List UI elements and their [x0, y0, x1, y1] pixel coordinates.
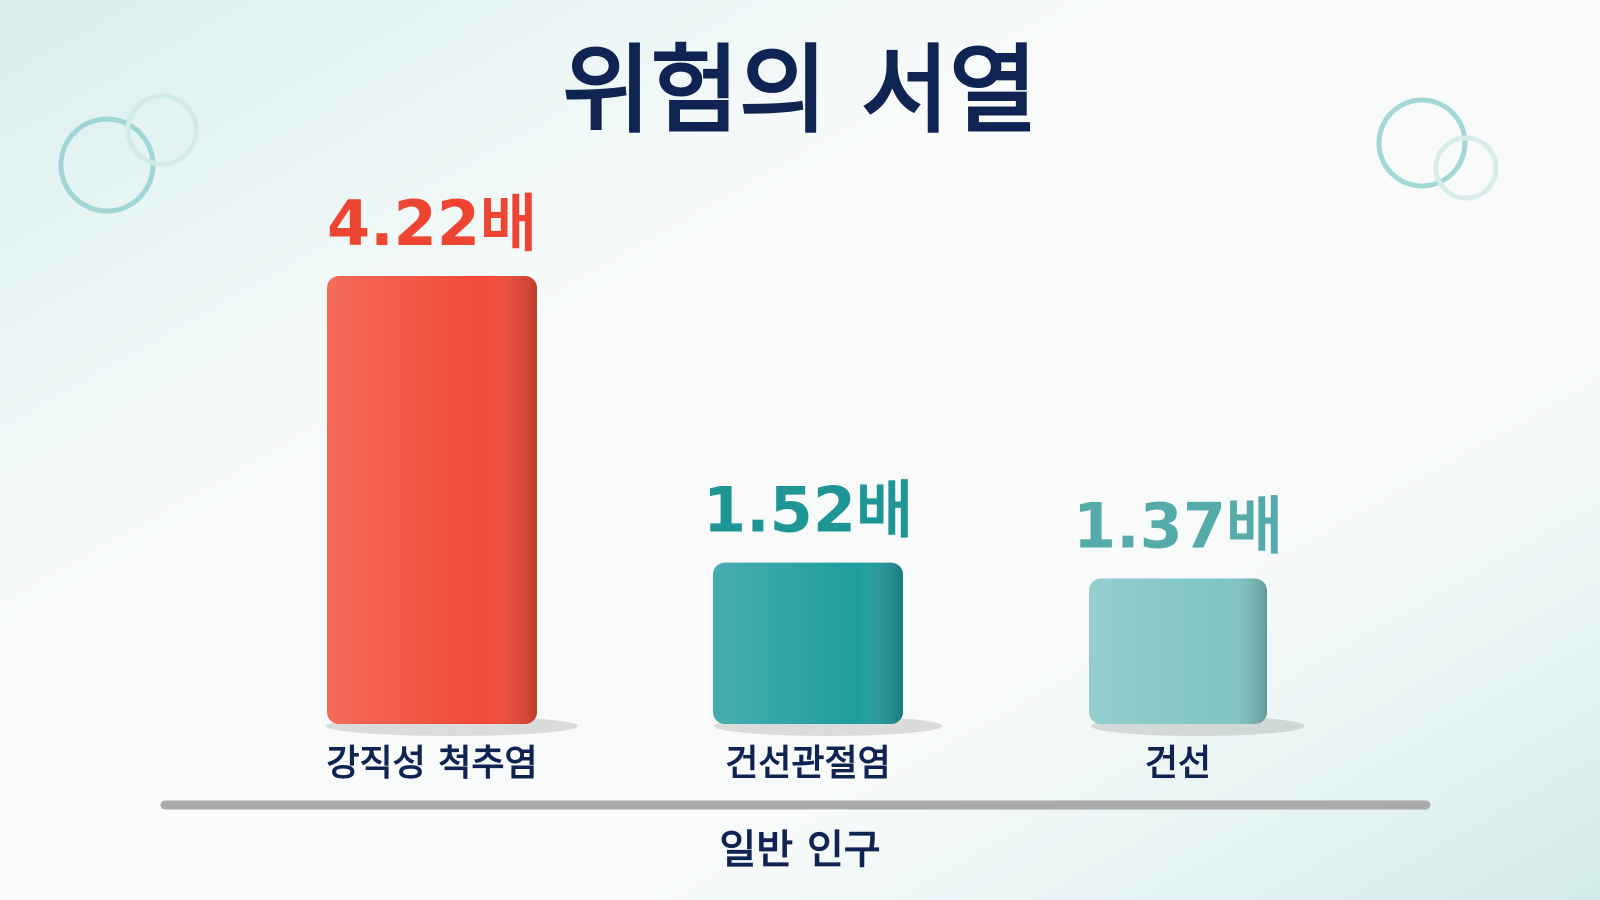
bar-shade	[1089, 578, 1267, 724]
x-axis-label: 일반 인구	[719, 827, 880, 873]
bar-shade	[327, 276, 537, 724]
bar-shade	[713, 562, 903, 724]
chart-title: 위험의 서열	[562, 34, 1037, 146]
value-label: 4.22배	[327, 187, 537, 260]
value-label: 1.52배	[703, 474, 913, 547]
category-label: 강직성 척추염	[326, 743, 537, 784]
category-label: 건선	[1145, 743, 1211, 784]
value-label: 1.37배	[1073, 490, 1283, 563]
category-label: 건선관절염	[725, 743, 891, 784]
decoration	[58, 93, 1499, 214]
